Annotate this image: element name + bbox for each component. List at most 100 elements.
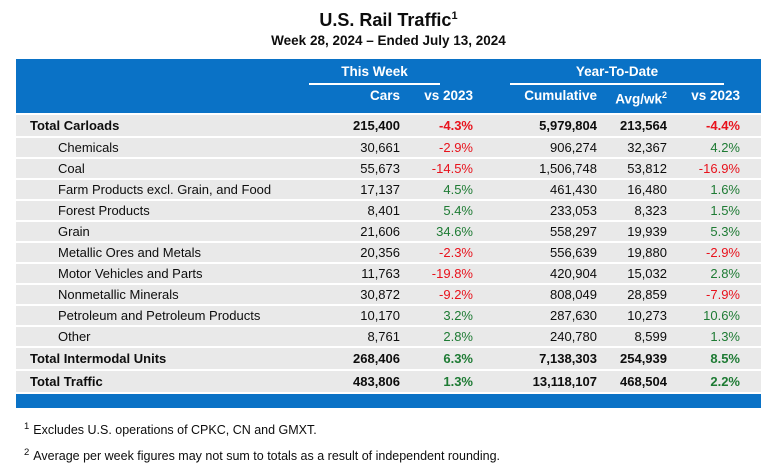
cell-category: Motor Vehicles and Parts [58, 265, 203, 281]
cell-avgwk: 468,504 [620, 373, 667, 389]
cell-avgwk: 15,032 [627, 265, 667, 281]
header-columns-row: Cars vs 2023 Cumulative Avg/wk2 vs 2023 [16, 88, 761, 107]
cell-avgwk: 19,939 [627, 223, 667, 239]
cell-vs2023: 1.3% [443, 373, 473, 389]
header-group-row: This Week Year-To-Date [16, 64, 761, 85]
column-header-avgwk: Avg/wk2 [597, 88, 667, 107]
rail-traffic-table: This Week Year-To-Date Cars vs 2023 Cumu… [16, 59, 761, 408]
cell-avgwk: 28,859 [627, 286, 667, 302]
cell-vs2023: -19.8% [431, 265, 473, 281]
cell-cars: 30,661 [360, 139, 400, 155]
cell-right-pad [740, 245, 761, 261]
cell-avgwk: 8,599 [634, 328, 667, 344]
cell-category: Coal [58, 160, 85, 176]
cell-vs2023: -9.2% [439, 286, 473, 302]
cell-vs2023: -14.5% [431, 160, 473, 176]
cell-ytd-vs2023: 10.6% [703, 307, 740, 323]
cell-avgwk: 213,564 [620, 117, 667, 133]
cell-cars: 8,761 [367, 328, 400, 344]
cell-vs2023: -4.3% [439, 117, 473, 133]
column-header-cumulative: Cumulative [524, 88, 597, 103]
cell-cumulative: 240,780 [550, 328, 597, 344]
cell-right-pad [740, 182, 761, 198]
cell-cars: 10,170 [360, 307, 400, 323]
table-row: Total Carloads 215,400 -4.3% 5,979,804 2… [16, 114, 761, 136]
cell-category: Metallic Ores and Metals [58, 244, 202, 260]
cell-cars: 21,606 [360, 223, 400, 239]
footnotes: 1 Excludes U.S. operations of CPKC, CN an… [24, 419, 777, 464]
cell-right-pad [740, 161, 761, 177]
table-body: Total Carloads 215,400 -4.3% 5,979,804 2… [16, 114, 761, 392]
cell-ytd-vs2023: 1.3% [710, 328, 740, 344]
table-row: Petroleum and Petroleum Products 10,170 … [16, 305, 761, 325]
cell-right-pad [740, 329, 761, 345]
cell-right-pad [740, 287, 761, 303]
column-header-category [16, 88, 276, 107]
cell-cars: 215,400 [353, 117, 400, 133]
cell-right-pad [740, 351, 761, 367]
cell-cumulative: 287,630 [550, 307, 597, 323]
table-row: Metallic Ores and Metals 20,356 -2.3% 55… [16, 242, 761, 262]
cell-right-pad [740, 118, 761, 134]
header-group-this-week: This Week [276, 64, 473, 85]
cell-right-pad [740, 203, 761, 219]
cell-right-pad [740, 308, 761, 324]
title-footnote-marker: 1 [451, 10, 458, 22]
cell-category: Chemicals [58, 139, 119, 155]
cell-category: Nonmetallic Minerals [58, 286, 179, 302]
cell-cumulative: 420,904 [550, 265, 597, 281]
cell-cumulative: 906,274 [550, 139, 597, 155]
cell-cumulative: 233,053 [550, 202, 597, 218]
table-row: Nonmetallic Minerals 30,872 -9.2% 808,04… [16, 284, 761, 304]
footnote-1-marker: 1 [24, 420, 30, 432]
cell-ytd-vs2023: 8.5% [710, 350, 740, 366]
page-title-text: U.S. Rail Traffic [319, 10, 452, 30]
page-title: U.S. Rail Traffic1 [0, 0, 777, 31]
footnote-2-marker: 2 [24, 446, 30, 458]
cell-vs2023: 6.3% [443, 350, 473, 366]
cell-avgwk: 10,273 [627, 307, 667, 323]
header-right-pad [740, 88, 761, 107]
cell-ytd-vs2023: 4.2% [710, 139, 740, 155]
cell-cars: 20,356 [360, 244, 400, 260]
table-row: Total Intermodal Units 268,406 6.3% 7,13… [16, 347, 761, 369]
cell-vs2023: 2.8% [443, 328, 473, 344]
cell-cumulative: 558,297 [550, 223, 597, 239]
cell-ytd-vs2023: -16.9% [698, 160, 740, 176]
cell-ytd-vs2023: 1.6% [710, 181, 740, 197]
avgwk-label: Avg/wk [615, 91, 662, 107]
header-group-year-to-date: Year-To-Date [473, 64, 761, 85]
cell-vs2023: 34.6% [436, 223, 473, 239]
cell-cars: 8,401 [367, 202, 400, 218]
cell-cars: 11,763 [361, 265, 400, 281]
cell-vs2023: -2.9% [439, 139, 473, 155]
cell-ytd-vs2023: -7.9% [706, 286, 740, 302]
this-week-label: This Week [309, 64, 440, 85]
cell-ytd-vs2023: 1.5% [710, 202, 740, 218]
cell-cumulative: 461,430 [550, 181, 597, 197]
cell-cumulative: 5,979,804 [539, 117, 597, 133]
page-subtitle: Week 28, 2024 – Ended July 13, 2024 [271, 33, 506, 48]
cell-right-pad [740, 266, 761, 282]
cell-avgwk: 32,367 [627, 139, 667, 155]
cell-vs2023: 5.4% [443, 202, 473, 218]
cell-cars: 483,806 [353, 373, 400, 389]
cell-cumulative: 13,118,107 [532, 373, 597, 389]
cell-vs2023: 3.2% [443, 307, 473, 323]
cell-ytd-vs2023: 5.3% [710, 223, 740, 239]
cell-ytd-vs2023: -4.4% [706, 117, 740, 133]
cell-cumulative: 556,639 [550, 244, 597, 260]
cell-avgwk: 16,480 [627, 181, 667, 197]
cell-cumulative: 808,049 [550, 286, 597, 302]
cell-right-pad [740, 140, 761, 156]
cell-avgwk: 53,812 [627, 160, 667, 176]
cell-category: Total Traffic [30, 373, 103, 389]
cell-category: Other [58, 328, 91, 344]
cell-vs2023: 4.5% [443, 181, 473, 197]
cell-right-pad [740, 224, 761, 240]
cell-cars: 268,406 [353, 350, 400, 366]
cell-cars: 30,872 [360, 286, 400, 302]
cell-avgwk: 19,880 [627, 244, 667, 260]
column-header-ytd-vs2023: vs 2023 [691, 88, 740, 103]
cell-avgwk: 254,939 [620, 350, 667, 366]
